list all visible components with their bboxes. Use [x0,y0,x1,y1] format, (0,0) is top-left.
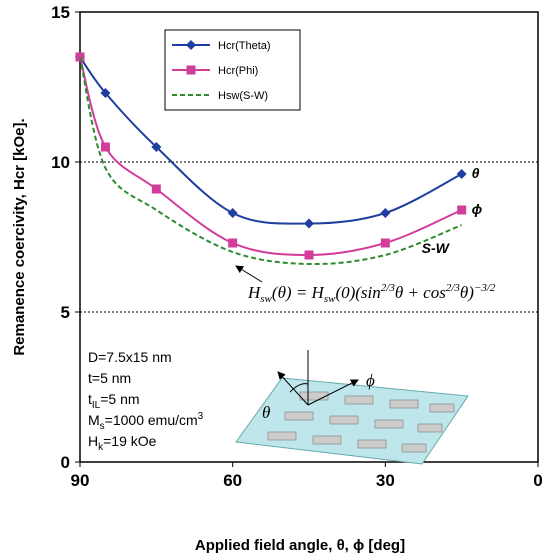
element [357,439,387,449]
param-part: =5 nm [100,391,139,407]
param-part: =19 kOe [103,433,157,449]
diagram-label: θ [262,403,270,422]
marker [100,142,110,152]
x-axis-title: Applied field angle, θ, ϕ [deg] [195,537,405,554]
marker [380,208,391,218]
marker [457,205,467,215]
marker [100,88,111,98]
formula-sub: sw [260,293,272,305]
x-tick-label: 0 [533,471,542,490]
param-sub: IL [92,400,101,411]
marker [228,238,238,248]
legend: Hcr(Theta) Hcr(Phi) Hsw(S-W) [164,29,301,111]
marker [151,142,162,152]
y-tick-label: 15 [51,3,70,22]
marker [151,184,161,194]
param-sub: k [98,442,104,453]
legend-marker [186,40,196,50]
param: D=7.5x15 nm [88,349,172,365]
element [429,403,455,413]
y-tick-label: 10 [51,153,70,172]
legend-label: Hsw(S-W) [218,90,268,102]
series-end-label: ϕ [472,201,483,217]
element [329,415,359,425]
element [312,435,342,445]
formula-sub: sw [324,293,336,305]
marker [456,169,467,179]
param: tIL=5 nm [88,391,140,411]
diagram: θ ϕ [235,350,469,465]
marker [304,250,314,260]
legend-label: Hcr(Theta) [218,40,271,52]
series-end-label: S-W [422,240,451,256]
param-part: M [88,412,100,428]
formula-part: θ + cos [395,283,446,302]
param: Ms=1000 emu/cm3 [88,411,204,432]
marker [227,208,238,218]
formula-part: (0)(sin [335,283,380,302]
field-arrow [277,371,309,406]
element [284,411,314,421]
formula-part: (θ) = H [272,283,326,302]
plot-frame [79,11,539,463]
y-tick-label: 0 [61,453,70,472]
element [344,395,374,405]
formula-sup: 2/3 [446,282,461,294]
diagram-label: ϕ [366,371,375,390]
legend-marker [186,65,196,75]
element [374,419,404,429]
series-end-label: θ [472,165,480,181]
formula-sup: −3/2 [474,282,496,294]
parameters: D=7.5x15 nm t=5 nm tIL=5 nm Ms=1000 emu/… [88,349,204,453]
param-part: H [88,433,98,449]
element [417,423,443,433]
param: t=5 nm [88,370,131,386]
x-tick-label: 90 [71,471,90,490]
param-part: =1000 emu/cm [105,412,198,428]
formula: Hsw(θ) = Hsw(0)(sin2/3θ + cos2/3θ)−3/2 [247,282,496,305]
y-tick-label: 5 [61,303,70,322]
formula-sup: 2/3 [381,282,396,294]
formula-arrow [235,265,263,283]
param: Hk=19 kOe [88,433,157,453]
x-tick-label: 60 [223,471,242,490]
element [389,399,419,409]
param-part: t [88,391,92,407]
angle-arc [289,383,309,393]
legend-label: Hcr(Phi) [218,65,258,77]
element [267,431,297,441]
element [401,443,427,453]
marker [380,238,390,248]
x-tick-label: 30 [376,471,395,490]
param-sup: 3 [198,411,204,422]
series-line [79,56,463,266]
field-arrow [307,379,359,406]
element [299,391,329,401]
y-axis-title: Remanence coercivity, Hcr [kOe]. [11,118,28,355]
param-sub: s [100,421,105,432]
marker [304,218,314,229]
formula-part: θ) [460,283,474,302]
formula-part: H [247,283,262,302]
